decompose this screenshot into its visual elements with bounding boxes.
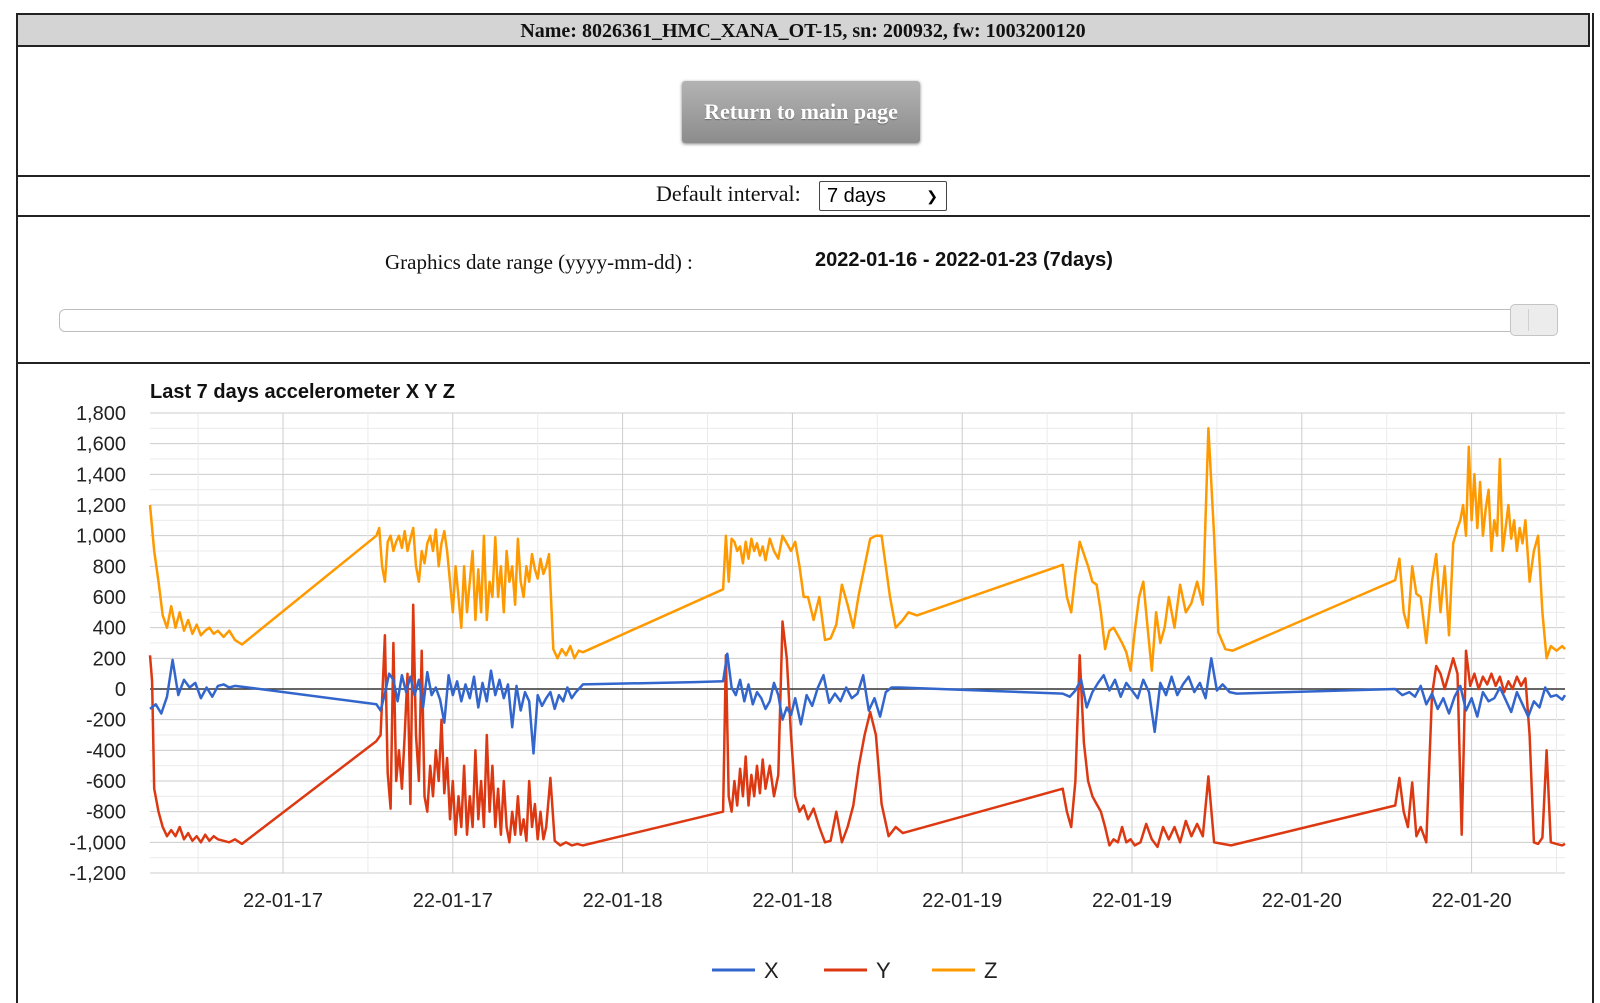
interval-select[interactable]: 7 days ❯	[819, 181, 947, 211]
series-line-x	[149, 652, 1567, 755]
y-tick-label: 1,200	[76, 495, 126, 517]
legend-label-x[interactable]: X	[764, 958, 779, 983]
x-tick-label: 22-01-17	[413, 890, 493, 912]
y-tick-label: 1,800	[76, 403, 126, 425]
x-axis-ticks: 22-01-17 22-01-17 22-01-18 22-01-18 22-01-19…	[243, 890, 1512, 912]
y-tick-label: 0	[115, 679, 126, 701]
interval-select-value: 7 days	[827, 185, 886, 207]
divider	[16, 215, 1590, 217]
x-tick-label: 22-01-20	[1262, 890, 1342, 912]
y-tick-label: 600	[93, 587, 126, 609]
series-line-y	[148, 603, 1566, 849]
y-tick-label: -1,000	[69, 832, 126, 854]
chart-legend: X Y Z	[712, 958, 997, 983]
date-range-label: Graphics date range (yyyy-mm-dd) :	[385, 250, 693, 274]
y-tick-label: 1,000	[76, 526, 126, 548]
chevron-down-icon: ❯	[926, 188, 938, 204]
legend-label-z[interactable]: Z	[984, 958, 997, 983]
date-range-slider-handle[interactable]	[1510, 304, 1558, 336]
chart-grid	[150, 412, 1565, 874]
x-tick-label: 22-01-18	[583, 890, 663, 912]
y-tick-label: -600	[86, 771, 126, 793]
y-tick-label: 800	[93, 556, 126, 578]
return-to-main-button[interactable]: Return to main page	[682, 81, 920, 143]
divider	[16, 175, 1590, 177]
date-range-value: 2022-01-16 - 2022-01-23 (7days)	[815, 249, 1113, 271]
y-tick-label: -1,200	[69, 863, 126, 885]
page-frame	[16, 13, 1594, 1003]
x-tick-label: 22-01-19	[922, 890, 1002, 912]
y-tick-label: -200	[86, 710, 126, 732]
y-tick-label: 200	[93, 648, 126, 670]
y-tick-label: 1,400	[76, 464, 126, 486]
x-tick-label: 22-01-19	[1092, 890, 1172, 912]
x-tick-label: 22-01-17	[243, 890, 323, 912]
divider	[16, 362, 1590, 364]
series-line-z	[148, 427, 1566, 672]
device-header: Name: 8026361_HMC_XANA_OT-15, sn: 200932…	[16, 13, 1590, 47]
interval-label: Default interval:	[656, 181, 801, 206]
chart-title: Last 7 days accelerometer X Y Z	[150, 381, 455, 403]
y-axis-ticks: -1,200 -1,000 -800 -600 -400 -200 0 200 400 600 80…	[69, 403, 126, 885]
y-tick-label: -800	[86, 802, 126, 824]
x-tick-label: 22-01-20	[1432, 890, 1512, 912]
x-tick-label: 22-01-18	[752, 890, 832, 912]
y-tick-label: -400	[86, 740, 126, 762]
legend-label-y[interactable]: Y	[876, 958, 891, 983]
y-tick-label: 400	[93, 618, 126, 640]
chart-series	[148, 427, 1567, 849]
y-tick-label: 1,600	[76, 434, 126, 456]
